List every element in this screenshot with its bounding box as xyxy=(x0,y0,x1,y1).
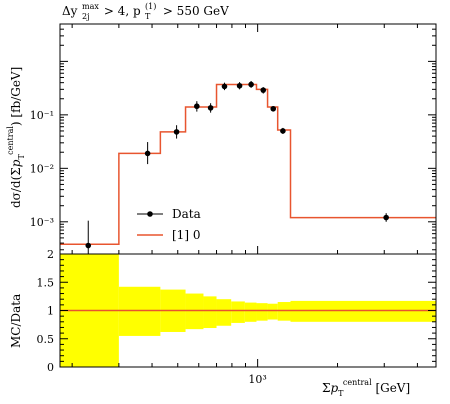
data-point-marker xyxy=(280,128,286,134)
ratio-ytick-label: 0.5 xyxy=(37,333,55,346)
data-point-marker xyxy=(248,81,254,88)
ratio-band-10 xyxy=(277,302,291,321)
data-point xyxy=(221,82,228,91)
data-point-marker xyxy=(270,105,277,112)
data-point-marker xyxy=(221,83,228,90)
legend-mc-label: [1] 0 xyxy=(172,228,200,242)
data-point-marker xyxy=(236,82,243,89)
mc-histogram xyxy=(60,83,436,246)
ratio-ylabel: MC/Data xyxy=(9,294,23,348)
data-point xyxy=(248,80,254,88)
data-point-marker xyxy=(85,242,92,249)
ratio-xtick-label: 10³ xyxy=(248,373,266,386)
data-point xyxy=(194,101,200,112)
chart-title: Δy 2jmax > 4, p T(1) > 550 GeV xyxy=(62,2,229,21)
legend-data-marker xyxy=(147,211,153,217)
legend-data-label: Data xyxy=(172,207,201,221)
ratio-ytick-label: 2 xyxy=(47,248,54,261)
title-sup-max: max xyxy=(82,2,99,11)
ratio-band-8 xyxy=(256,303,268,321)
data-point xyxy=(173,125,180,139)
title-sub-2j: 2j xyxy=(82,12,90,21)
data-point xyxy=(383,213,389,222)
data-point-marker xyxy=(173,129,180,135)
ratio-band-5 xyxy=(216,299,232,326)
data-point-marker xyxy=(144,150,151,157)
data-point xyxy=(144,142,151,165)
data-point xyxy=(270,105,277,112)
main-ytick-label: 10⁻¹ xyxy=(30,109,54,122)
main-frame xyxy=(59,23,437,255)
ratio-ytick-label: 1.5 xyxy=(37,276,55,289)
data-point-marker xyxy=(383,214,389,221)
legend: Data [1] 0 xyxy=(137,207,201,242)
data-point-marker xyxy=(207,105,214,111)
data-point xyxy=(236,82,243,90)
data-point-marker xyxy=(260,87,267,93)
data-point-marker xyxy=(194,103,200,110)
ratio-band-6 xyxy=(231,301,245,323)
ratio-band-3 xyxy=(185,293,204,330)
ratio-ytick-label: 1 xyxy=(47,305,54,318)
main-ytick-label: 10⁻³ xyxy=(30,216,54,229)
main-ytick-label: 10⁻² xyxy=(30,162,54,175)
ratio-panel: 10³ 0 0.5 1 1.5 2 xyxy=(37,248,437,386)
data-point xyxy=(260,87,267,94)
ratio-band-9 xyxy=(267,303,278,320)
main-panel: 10⁻³ 10⁻² 10⁻¹ xyxy=(30,23,437,270)
ratio-band-7 xyxy=(244,302,257,322)
ratio-xlabel: ΣpTcentral [GeV] xyxy=(322,378,410,398)
data-point xyxy=(207,103,214,113)
ratio-ytick-label: 0 xyxy=(47,361,54,374)
ratio-band-1 xyxy=(118,286,161,336)
main-ylabel: dσ/d(ΣpTcentral) [fb/GeV] xyxy=(6,67,26,208)
ratio-band-11 xyxy=(290,300,436,322)
data-point xyxy=(280,127,286,134)
ratio-band-4 xyxy=(203,296,217,329)
